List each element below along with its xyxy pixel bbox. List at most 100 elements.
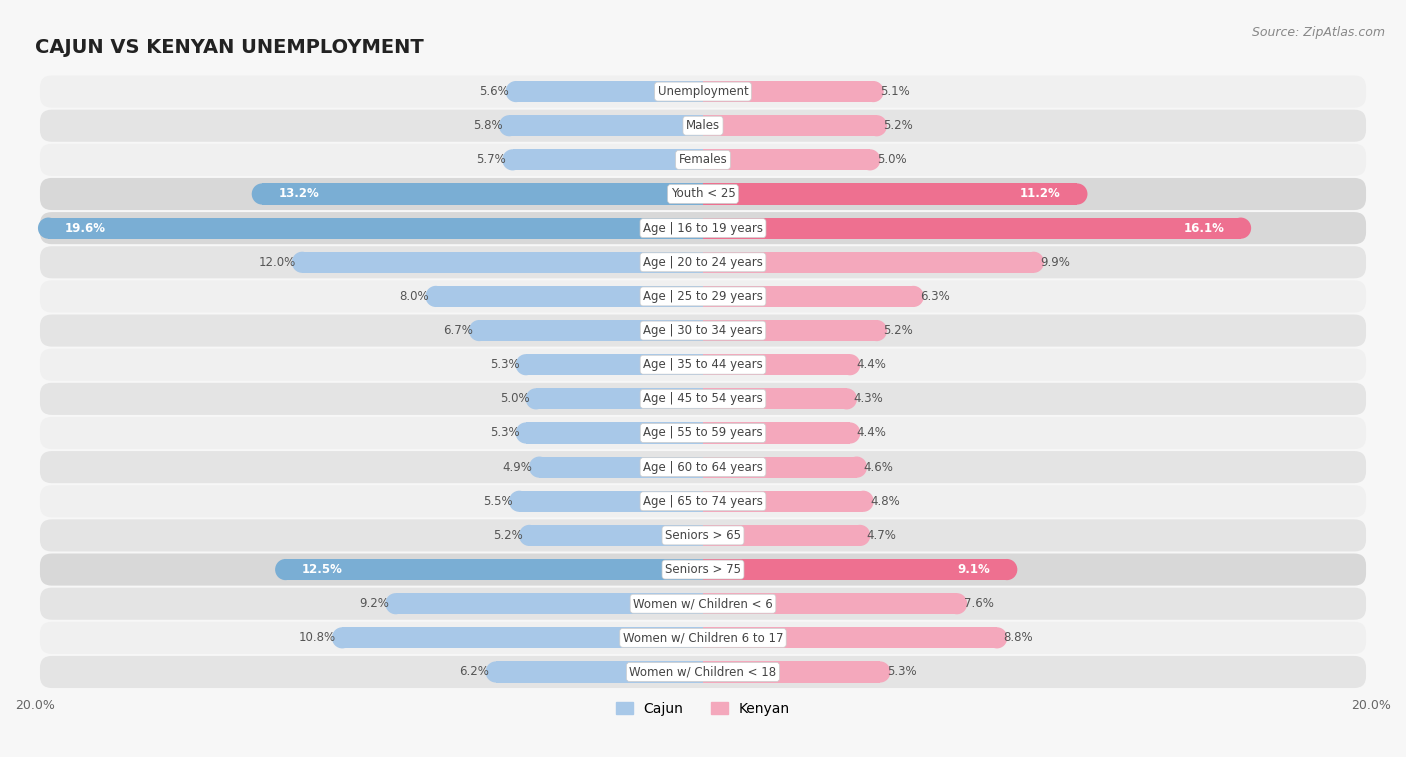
Text: 6.2%: 6.2% <box>460 665 489 678</box>
Circle shape <box>516 422 536 444</box>
Text: Seniors > 65: Seniors > 65 <box>665 529 741 542</box>
Text: 5.2%: 5.2% <box>883 119 912 132</box>
Bar <box>516 81 703 102</box>
Text: 11.2%: 11.2% <box>1019 188 1060 201</box>
FancyBboxPatch shape <box>39 485 1367 517</box>
Text: Males: Males <box>686 119 720 132</box>
Text: 5.0%: 5.0% <box>877 154 907 167</box>
Circle shape <box>853 491 873 512</box>
FancyBboxPatch shape <box>39 110 1367 142</box>
Circle shape <box>1230 217 1251 238</box>
FancyBboxPatch shape <box>39 621 1367 654</box>
Text: 12.0%: 12.0% <box>259 256 295 269</box>
FancyBboxPatch shape <box>39 349 1367 381</box>
Text: Youth < 25: Youth < 25 <box>671 188 735 201</box>
Text: Seniors > 75: Seniors > 75 <box>665 563 741 576</box>
Text: Age | 25 to 29 years: Age | 25 to 29 years <box>643 290 763 303</box>
Text: 5.3%: 5.3% <box>489 426 519 440</box>
Bar <box>703 456 856 478</box>
Text: Females: Females <box>679 154 727 167</box>
Bar <box>526 422 703 444</box>
Circle shape <box>499 115 520 136</box>
Circle shape <box>332 628 353 649</box>
Text: 7.6%: 7.6% <box>963 597 994 610</box>
Bar <box>703 183 1077 204</box>
Text: 4.4%: 4.4% <box>856 426 887 440</box>
Text: Age | 65 to 74 years: Age | 65 to 74 years <box>643 495 763 508</box>
Text: 5.1%: 5.1% <box>880 85 910 98</box>
Text: 10.8%: 10.8% <box>298 631 336 644</box>
Bar <box>703 149 870 170</box>
Text: 4.9%: 4.9% <box>503 460 533 474</box>
Text: Age | 16 to 19 years: Age | 16 to 19 years <box>643 222 763 235</box>
Text: Women w/ Children < 6: Women w/ Children < 6 <box>633 597 773 610</box>
Text: 5.8%: 5.8% <box>472 119 502 132</box>
Bar <box>703 81 873 102</box>
Circle shape <box>859 149 880 170</box>
Circle shape <box>1067 183 1087 204</box>
Bar <box>536 388 703 410</box>
Text: Source: ZipAtlas.com: Source: ZipAtlas.com <box>1251 26 1385 39</box>
Bar <box>285 559 703 580</box>
Text: 4.4%: 4.4% <box>856 358 887 371</box>
Text: 9.2%: 9.2% <box>359 597 389 610</box>
Text: 5.3%: 5.3% <box>489 358 519 371</box>
Circle shape <box>987 628 1007 649</box>
Text: 5.6%: 5.6% <box>479 85 509 98</box>
Text: 5.2%: 5.2% <box>883 324 912 337</box>
Text: Women w/ Children < 18: Women w/ Children < 18 <box>630 665 776 678</box>
Circle shape <box>516 354 536 375</box>
Circle shape <box>903 286 924 307</box>
Bar <box>262 183 703 204</box>
Circle shape <box>866 115 887 136</box>
FancyBboxPatch shape <box>39 553 1367 586</box>
Text: 5.0%: 5.0% <box>499 392 529 405</box>
Bar <box>703 217 1240 238</box>
Text: 5.5%: 5.5% <box>484 495 513 508</box>
Circle shape <box>292 251 312 273</box>
FancyBboxPatch shape <box>39 656 1367 688</box>
Circle shape <box>846 456 868 478</box>
Circle shape <box>526 388 547 410</box>
Bar <box>479 320 703 341</box>
Text: Unemployment: Unemployment <box>658 85 748 98</box>
Bar <box>703 286 914 307</box>
Circle shape <box>252 183 273 204</box>
Bar <box>540 456 703 478</box>
Text: 12.5%: 12.5% <box>302 563 343 576</box>
Circle shape <box>38 217 59 238</box>
FancyBboxPatch shape <box>39 280 1367 313</box>
FancyBboxPatch shape <box>39 144 1367 176</box>
Circle shape <box>837 388 858 410</box>
Circle shape <box>509 491 530 512</box>
Text: 5.2%: 5.2% <box>494 529 523 542</box>
Bar <box>703 491 863 512</box>
Text: 4.7%: 4.7% <box>866 529 897 542</box>
Bar <box>519 491 703 512</box>
Text: Women w/ Children 6 to 17: Women w/ Children 6 to 17 <box>623 631 783 644</box>
Text: Age | 45 to 54 years: Age | 45 to 54 years <box>643 392 763 405</box>
Bar <box>703 354 851 375</box>
Text: 8.0%: 8.0% <box>399 290 429 303</box>
Bar <box>526 354 703 375</box>
Circle shape <box>863 81 884 102</box>
Circle shape <box>1024 251 1045 273</box>
FancyBboxPatch shape <box>39 383 1367 415</box>
Bar <box>496 662 703 683</box>
Circle shape <box>839 422 860 444</box>
Bar <box>703 593 957 614</box>
Text: 5.3%: 5.3% <box>887 665 917 678</box>
FancyBboxPatch shape <box>39 76 1367 107</box>
Circle shape <box>870 662 890 683</box>
Circle shape <box>426 286 446 307</box>
Text: 4.6%: 4.6% <box>863 460 893 474</box>
Text: Age | 30 to 34 years: Age | 30 to 34 years <box>643 324 763 337</box>
Bar <box>302 251 703 273</box>
Text: 19.6%: 19.6% <box>65 222 105 235</box>
Circle shape <box>385 593 406 614</box>
FancyBboxPatch shape <box>39 314 1367 347</box>
Circle shape <box>997 559 1018 580</box>
Text: 6.7%: 6.7% <box>443 324 472 337</box>
Bar <box>703 628 997 649</box>
FancyBboxPatch shape <box>39 519 1367 551</box>
